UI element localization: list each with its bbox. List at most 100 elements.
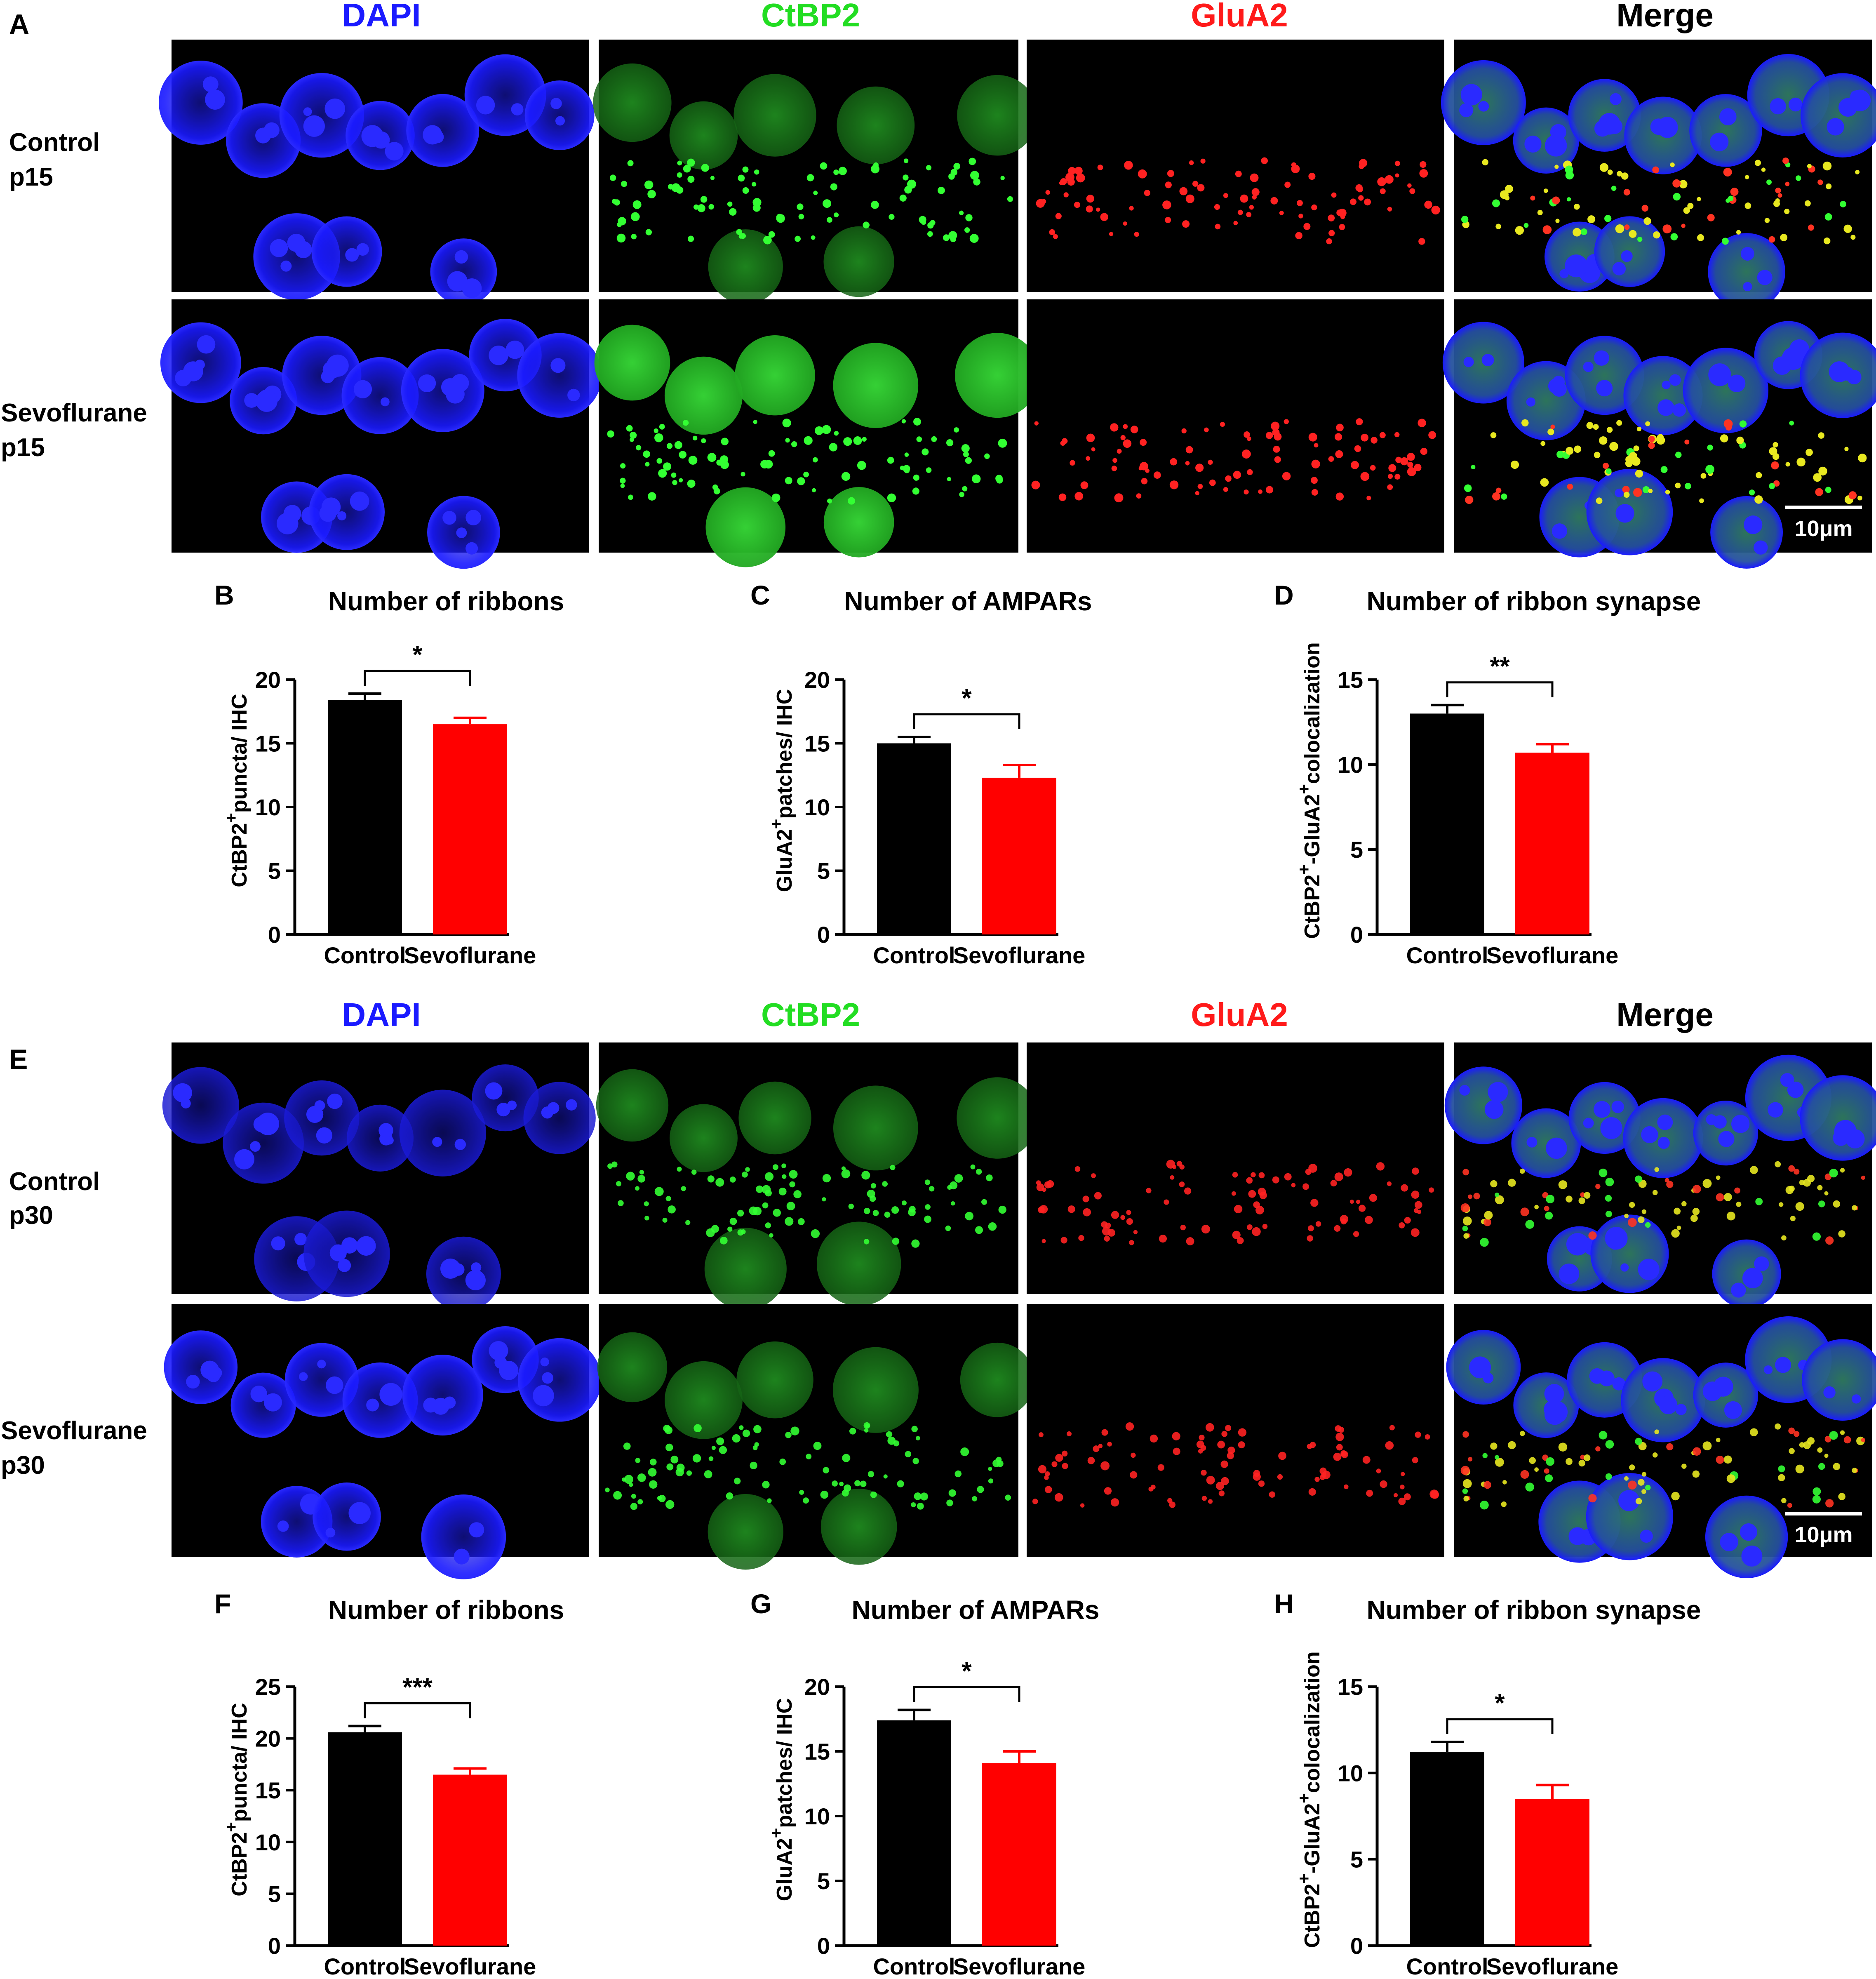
chromocenter: [350, 491, 369, 511]
hair-cell-body: [665, 1361, 743, 1439]
panel-letter-e: E: [9, 1044, 28, 1075]
punctum: [1246, 1177, 1253, 1184]
punctum: [1852, 1205, 1857, 1211]
punctum: [1335, 1433, 1344, 1441]
chromocenter: [567, 388, 580, 402]
punctum: [1855, 169, 1860, 174]
chromocenter: [1612, 1377, 1626, 1391]
nucleus: [1568, 1082, 1641, 1154]
punctum: [1716, 1455, 1724, 1464]
punctum: [623, 1442, 631, 1450]
punctum: [1270, 197, 1278, 205]
punctum: [830, 183, 837, 191]
punctum: [677, 172, 682, 178]
punctum: [1120, 1215, 1125, 1220]
punctum: [628, 1482, 633, 1487]
punctum: [1044, 1475, 1049, 1480]
punctum: [611, 199, 617, 204]
punctum: [663, 1424, 671, 1432]
punctum: [616, 1181, 622, 1187]
hair-cell-body: [823, 487, 894, 558]
punctum: [611, 1161, 618, 1168]
x-tick-label: Sevoflurane: [404, 942, 536, 968]
punctum: [907, 179, 916, 189]
chromocenter: [1675, 1404, 1687, 1415]
punctum: [1778, 1465, 1785, 1473]
punctum: [1237, 209, 1243, 215]
chromocenter: [489, 1341, 508, 1360]
punctum: [1169, 1501, 1175, 1508]
punctum: [914, 1492, 922, 1500]
punctum: [1370, 465, 1376, 471]
punctum: [1547, 428, 1554, 435]
punctum: [785, 1217, 794, 1226]
punctum: [768, 231, 775, 238]
hair-cell-body: [593, 63, 672, 142]
chromocenter: [280, 260, 292, 272]
chromocenter: [1710, 132, 1729, 151]
chromocenter: [202, 76, 219, 92]
punctum: [1829, 1431, 1838, 1440]
punctum: [1699, 498, 1704, 504]
punctum: [1606, 427, 1613, 433]
chromocenter: [294, 1233, 307, 1246]
punctum: [768, 450, 775, 457]
punctum: [1179, 1181, 1185, 1187]
punctum: [1284, 419, 1289, 424]
nucleus: [342, 1362, 418, 1438]
punctum: [687, 479, 696, 488]
punctum: [1200, 1445, 1206, 1451]
punctum: [1250, 173, 1259, 182]
punctum: [833, 169, 839, 175]
punctum: [1097, 165, 1103, 170]
chromocenter: [381, 397, 390, 407]
punctum: [767, 1498, 772, 1503]
punctum: [1716, 1175, 1721, 1180]
punctum: [1417, 1210, 1422, 1214]
punctum: [1159, 1235, 1167, 1243]
punctum: [1578, 1197, 1585, 1204]
punctum: [1387, 484, 1393, 490]
punctum: [1262, 1224, 1268, 1229]
chromocenter: [511, 103, 524, 116]
punctum: [1777, 193, 1782, 198]
punctum: [995, 475, 1003, 482]
punctum: [1195, 491, 1199, 496]
punctum: [1192, 181, 1199, 187]
nucleus: [1683, 348, 1769, 433]
punctum: [1628, 1218, 1637, 1227]
punctum: [1217, 1440, 1225, 1449]
punctum: [1555, 219, 1560, 223]
punctum: [1303, 223, 1311, 230]
punctum: [645, 229, 652, 235]
punctum: [996, 1457, 1002, 1463]
punctum: [1653, 231, 1660, 239]
significance-bracket: [1446, 1718, 1554, 1734]
punctum: [616, 233, 626, 243]
punctum: [1615, 224, 1624, 233]
punctum: [1247, 469, 1253, 475]
punctum: [1150, 1485, 1156, 1490]
punctum: [1209, 479, 1216, 486]
chromocenter: [1615, 488, 1624, 498]
panel-letter: F: [214, 1588, 231, 1619]
punctum: [1125, 1422, 1134, 1431]
punctum: [1464, 484, 1472, 492]
punctum: [803, 471, 809, 478]
punctum: [1756, 472, 1762, 478]
punctum: [1599, 163, 1609, 172]
punctum: [1388, 464, 1396, 472]
chromocenter: [379, 1383, 402, 1406]
punctum: [1534, 1467, 1539, 1472]
punctum: [1350, 198, 1357, 205]
punctum: [1053, 234, 1058, 239]
y-axis-label: CtBP2+-GluA2+colocalization: [1294, 642, 1325, 939]
punctum: [1697, 197, 1701, 202]
punctum: [681, 1186, 686, 1191]
hair-cell-body: [708, 229, 783, 304]
punctum: [1415, 1431, 1421, 1438]
y-axis-label-part: patches/ IHC: [773, 1698, 797, 1828]
punctum: [750, 1461, 757, 1470]
y-axis-label-part: -GluA2: [1300, 794, 1324, 864]
y-axis-label-part: +: [1294, 784, 1314, 794]
